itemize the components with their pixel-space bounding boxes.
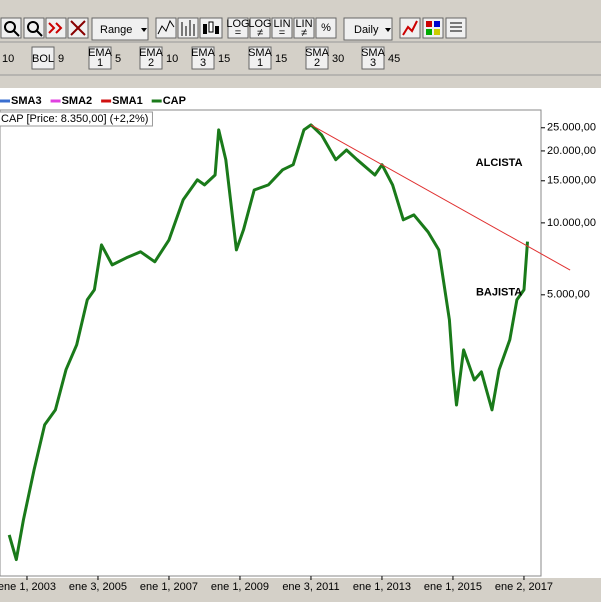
button-label: LIN [295,18,312,30]
info-label: CAP [Price: 8.350,00] (+2,2%) [1,113,148,125]
legend-label: SMA2 [62,95,93,107]
legend-label: CAP [163,95,186,107]
x-tick-label: ene 3, 2011 [282,581,339,593]
zoom-out[interactable] [23,17,45,39]
indicator-value: 10 [2,53,14,65]
indicator-value: 30 [332,53,344,65]
indicator-value: 15 [218,53,230,65]
indicator-button[interactable]: BOL [31,46,55,70]
x-tick-label: ene 1, 2013 [353,581,411,593]
indicator-num: 1 [97,57,103,69]
scroll-end[interactable] [45,17,67,39]
annotation: ALCISTA [476,157,523,169]
x-tick-label: ene 1, 2003 [0,581,56,593]
indicator-button[interactable]: SMA1 [248,46,273,70]
palette[interactable] [422,17,444,39]
button-label: % [321,22,331,34]
button-face [139,46,163,70]
button-face [191,46,215,70]
button-face [305,46,329,70]
button-face [248,46,272,70]
indicator-name: EMA [191,47,216,59]
button-sub: ≠ [301,27,307,39]
interval-label: Daily [354,24,379,36]
chart-type-line[interactable] [155,17,177,39]
button-face [293,17,315,39]
indicator-name: EMA [88,47,113,59]
range-dropdown[interactable]: Range [91,17,149,41]
trend-line [310,124,571,271]
chart-type-candle[interactable] [199,17,223,39]
range-label: Range [100,24,132,36]
info-box [0,111,153,127]
button-face [271,17,293,39]
indicator-button[interactable]: SMA3 [361,46,386,70]
indicator-num: 2 [148,57,154,69]
x-tick-label: ene 2, 2017 [495,581,553,593]
plot-area [0,109,542,577]
color-settings[interactable] [399,17,421,39]
indicator-value: 45 [388,53,400,65]
indicator-name: SMA [305,47,330,59]
indicator-name: SMA [248,47,273,59]
chart-type-bar[interactable] [177,17,199,39]
legend-label: SMA3 [11,95,42,107]
indicator-value: 5 [115,53,121,65]
scale-button[interactable]: LOG= [226,17,250,39]
button-sub: = [279,27,285,39]
scale-button[interactable]: LIN= [271,17,293,39]
x-tick-label: ene 1, 2015 [424,581,482,593]
button-face [88,46,112,70]
crosshair[interactable] [67,17,89,39]
scale-button[interactable]: LIN≠ [293,17,315,39]
button-label: LIN [273,18,290,30]
y-tick-label: 25.000,00 [547,122,596,134]
button-face [31,46,55,70]
indicator-num: 3 [200,57,206,69]
indicator-num: 2 [314,57,320,69]
price-line [7,123,529,562]
button-face [227,17,249,39]
y-tick-label: 10.000,00 [547,217,596,229]
indicator-value: 9 [58,53,64,65]
indicator-value: 10 [166,53,178,65]
indicator-num: 1 [257,57,263,69]
indicator-value: 15 [275,53,287,65]
indicator-name: BOL [32,53,54,65]
indicator-button[interactable]: SMA2 [305,46,330,70]
interval-dropdown[interactable]: Daily [343,17,393,41]
y-tick-label: 15.000,00 [547,175,596,187]
button-label: LOG [248,18,271,30]
indicator-name: SMA [361,47,386,59]
scale-button[interactable]: LOG≠ [248,17,272,39]
button-face [315,17,337,39]
button-label: LOG [226,18,249,30]
button-face [249,17,271,39]
zoom-in[interactable] [0,17,22,39]
indicator-name: EMA [139,47,164,59]
legend-label: SMA1 [112,95,143,107]
button-sub: ≠ [257,27,263,39]
indicator-num: 3 [370,57,376,69]
scale-button[interactable]: % [315,17,337,39]
button-face [361,46,385,70]
x-tick-label: ene 3, 2005 [69,581,127,593]
y-tick-label: 20.000,00 [547,145,596,157]
button-sub: = [235,27,241,39]
x-tick-label: ene 1, 2007 [140,581,198,593]
x-tick-label: ene 1, 2009 [211,581,269,593]
properties[interactable] [445,17,467,39]
annotation: BAJISTA [476,287,522,299]
y-tick-label: 5.000,00 [547,289,590,301]
